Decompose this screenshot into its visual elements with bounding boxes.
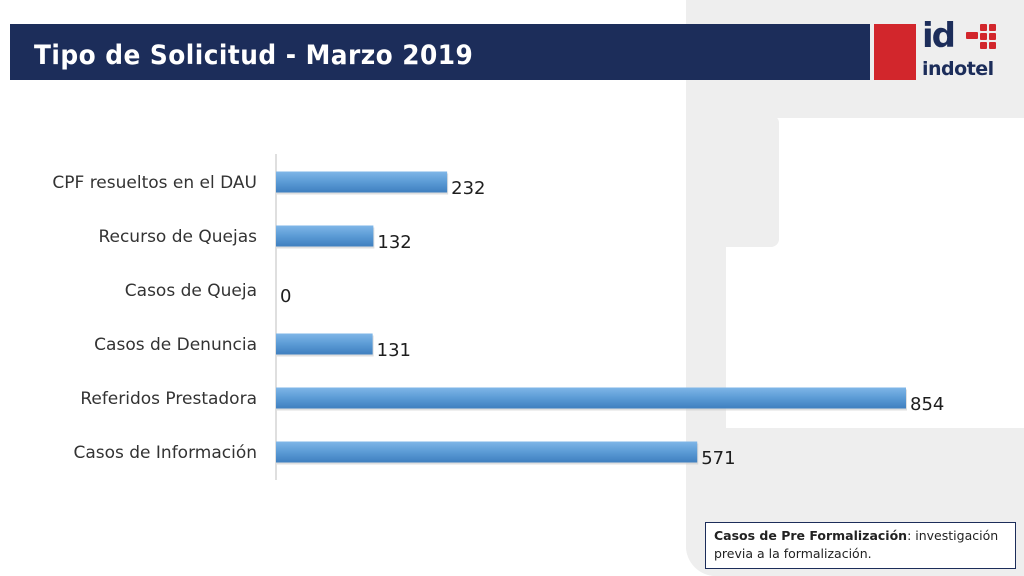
- bar: [276, 171, 448, 193]
- category-label: Casos de Denuncia: [94, 335, 257, 355]
- category-label: Recurso de Quejas: [98, 227, 257, 247]
- indotel-logo: id indotel: [874, 16, 1004, 82]
- logo-red-block: [874, 24, 916, 80]
- bar: [276, 387, 906, 409]
- logo-mark: id: [922, 16, 956, 56]
- bar: [276, 333, 373, 355]
- data-label: 232: [451, 178, 485, 199]
- definition-note: Casos de Pre Formalización: investigació…: [705, 522, 1016, 569]
- background-card: [726, 331, 994, 428]
- category-label: Referidos Prestadora: [80, 389, 257, 409]
- logo-grid-icon: [966, 24, 1000, 50]
- bar-chart-svg: CPF resueltos en el DAU 232 Recurso de Que…: [52, 154, 944, 480]
- data-label: 132: [377, 232, 411, 253]
- background-panel-mid: [686, 115, 779, 247]
- data-label: 854: [910, 394, 944, 415]
- category-label: CPF resueltos en el DAU: [52, 173, 257, 193]
- data-label: 571: [701, 448, 735, 469]
- title-bar: [0, 24, 870, 80]
- bar-chart: CPF resueltos en el DAU 232 Recurso de Que…: [0, 150, 944, 490]
- note-term: Casos de Pre Formalización: [714, 528, 908, 543]
- data-label: 131: [377, 340, 411, 361]
- data-label: 0: [280, 286, 291, 307]
- bar: [276, 225, 374, 247]
- category-label: Casos de Información: [73, 443, 257, 463]
- category-label: Casos de Queja: [125, 281, 257, 301]
- note-text: : investigación previa a la formalizació…: [714, 528, 999, 561]
- logo-wordmark: indotel: [922, 58, 994, 80]
- page-title: Tipo de Solicitud - Marzo 2019: [34, 40, 474, 71]
- bar: [276, 441, 698, 463]
